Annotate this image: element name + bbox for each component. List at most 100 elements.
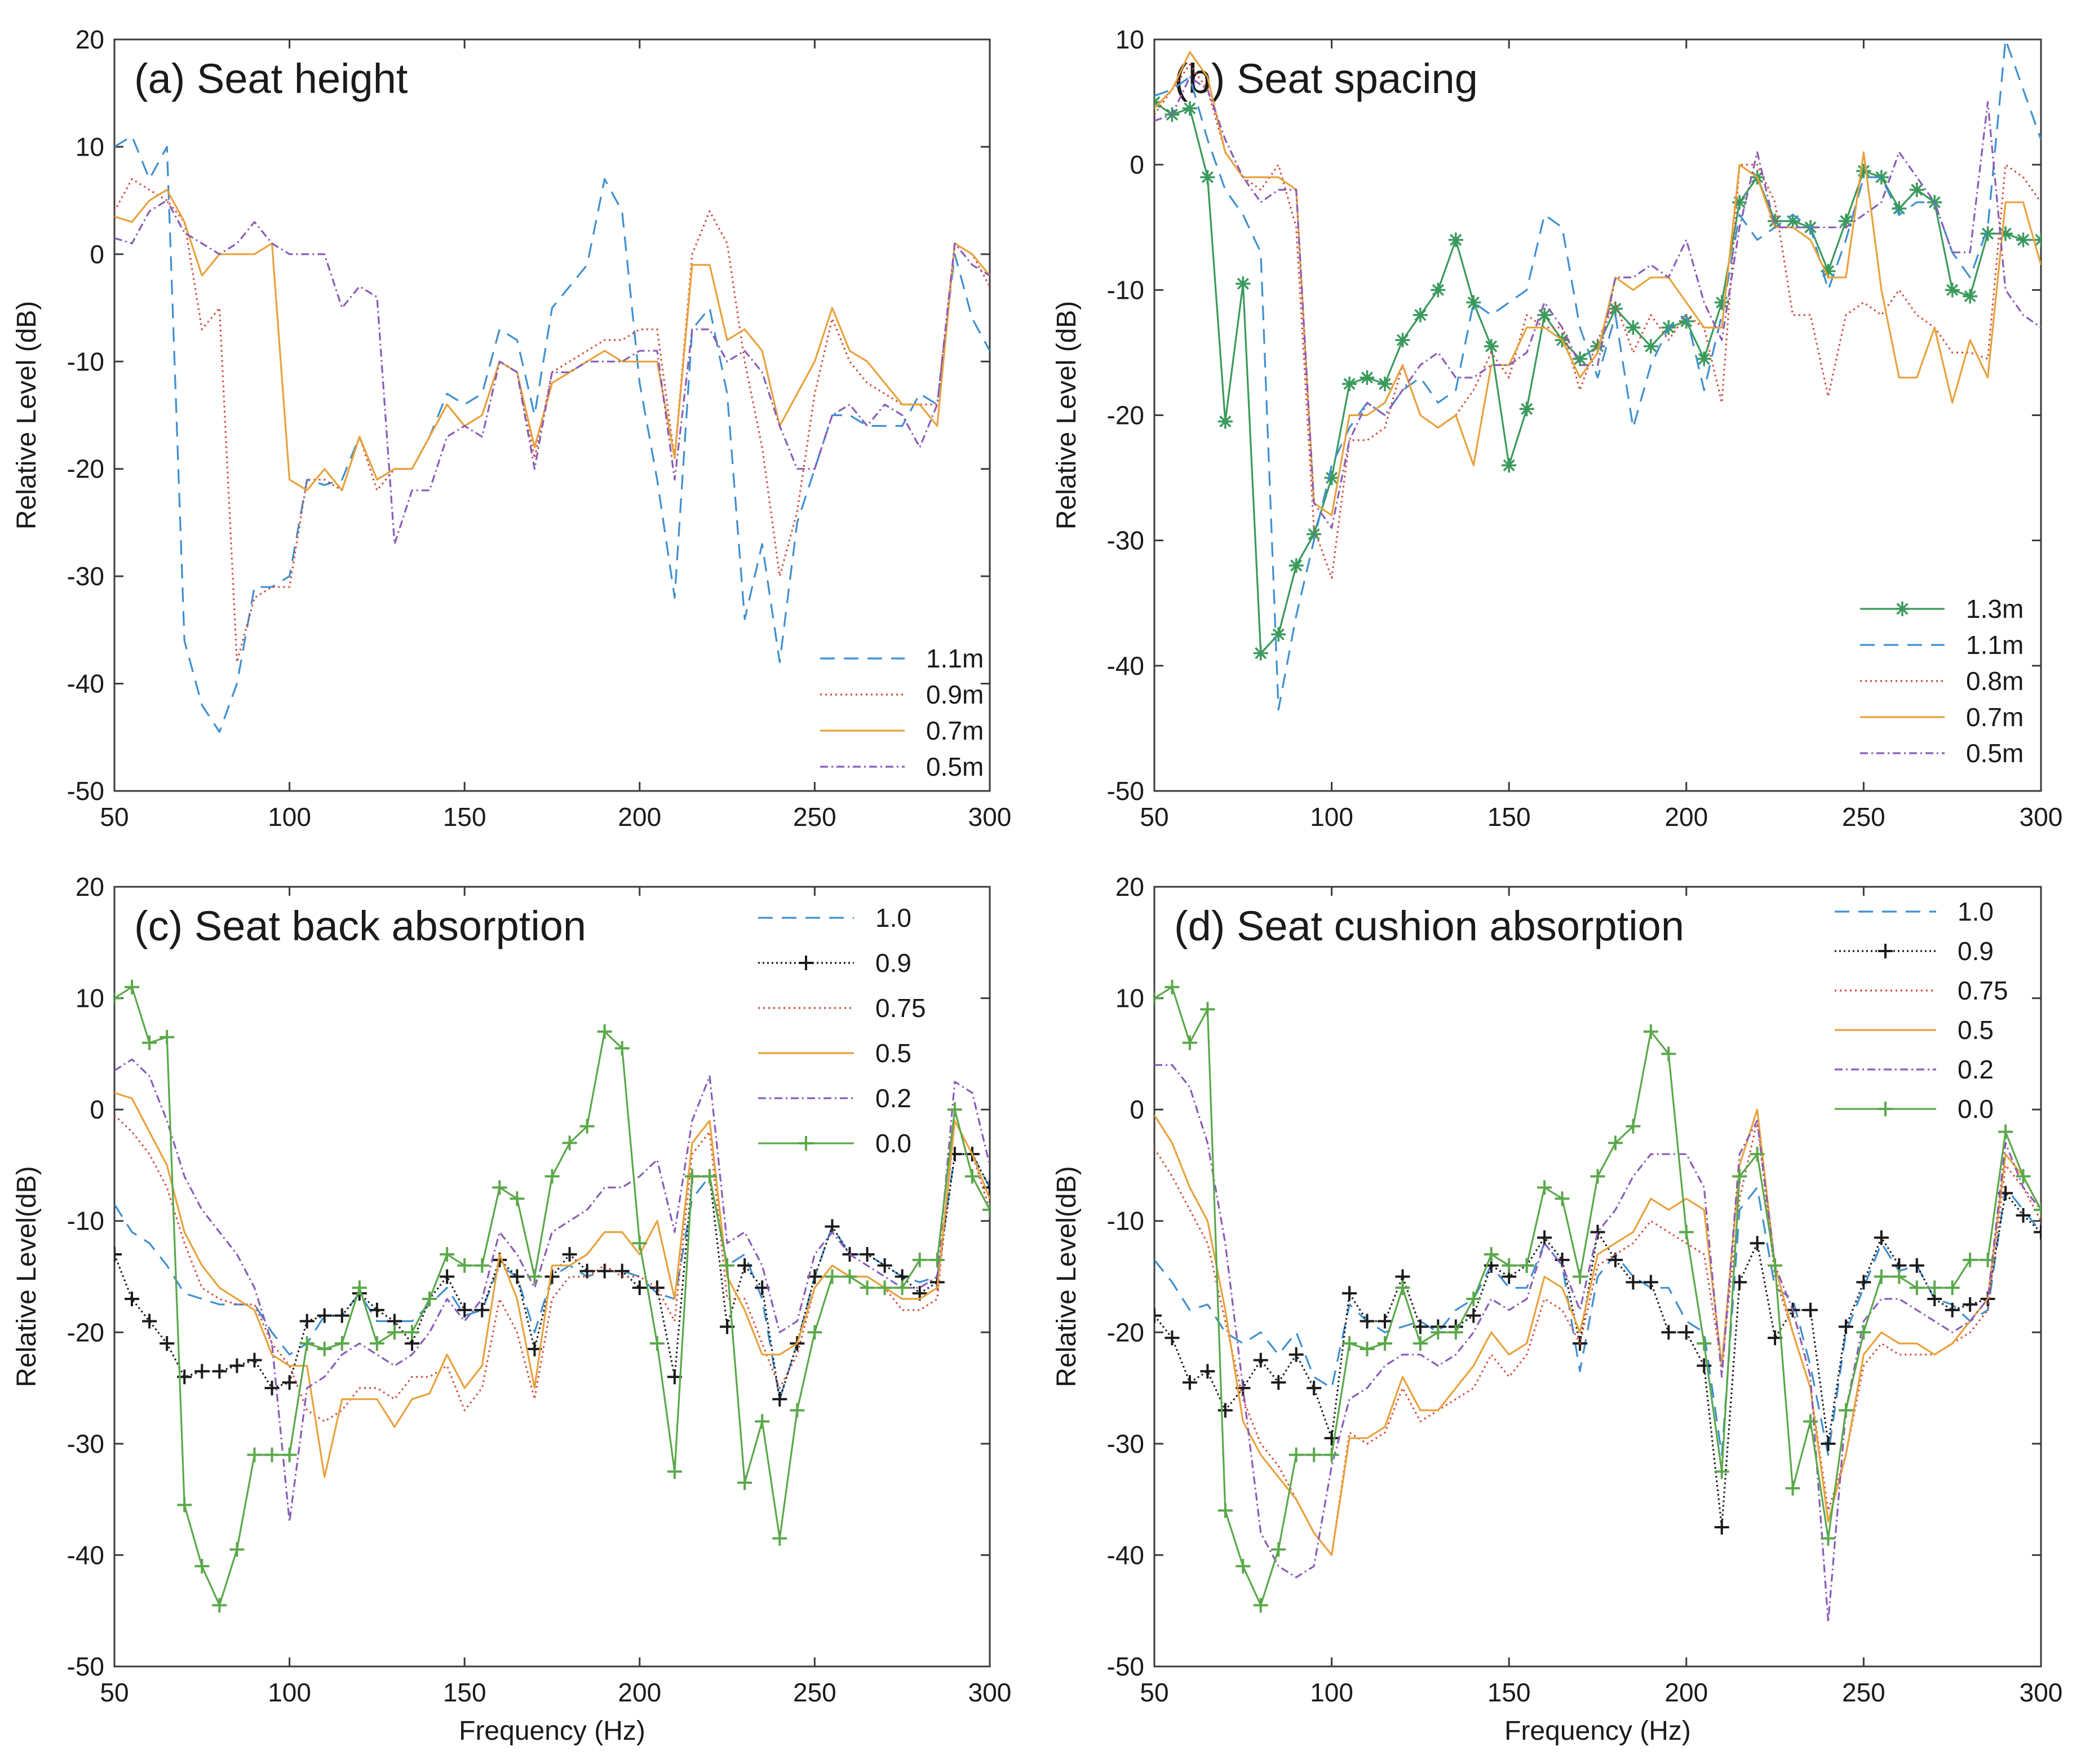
data-point xyxy=(1431,282,1446,298)
data-point xyxy=(1360,1341,1375,1356)
data-point xyxy=(1271,1542,1286,1557)
data-point xyxy=(1626,320,1641,335)
data-point xyxy=(527,1269,542,1284)
data-point xyxy=(475,1258,490,1273)
data-point xyxy=(160,1336,175,1351)
y-tick-label: -50 xyxy=(67,1652,104,1681)
data-point xyxy=(1289,1347,1304,1362)
panel-a-seat-height: 50 100 150 200 250 30020100-10-20-30-40-50Rel… xyxy=(12,25,1011,832)
data-point xyxy=(1785,214,1800,229)
series-0-5m xyxy=(114,200,990,545)
series-0-9 xyxy=(114,1147,990,1407)
legend-label: 0.5m xyxy=(1966,739,2024,768)
data-point xyxy=(614,1263,630,1279)
data-point xyxy=(1980,1252,1995,1267)
data-point xyxy=(2016,1208,2031,1223)
data-point xyxy=(1892,1269,1907,1284)
series-line xyxy=(1154,1192,2041,1528)
legend-label: 1.0 xyxy=(1958,897,1994,926)
data-point xyxy=(387,1325,402,1340)
y-tick-label: 20 xyxy=(76,25,104,54)
data-point xyxy=(667,1464,682,1479)
data-point xyxy=(160,1029,175,1045)
data-point xyxy=(1200,170,1215,185)
data-point xyxy=(562,1135,577,1151)
data-point xyxy=(1963,289,1978,304)
data-point xyxy=(929,1252,945,1267)
data-point xyxy=(405,1325,420,1340)
data-point xyxy=(1466,295,1481,310)
x-axis-label: Frequency (Hz) xyxy=(459,1716,645,1746)
y-tick-label: -20 xyxy=(67,1318,104,1347)
data-point xyxy=(1750,1236,1765,1251)
data-point xyxy=(1342,376,1357,391)
data-point xyxy=(1182,1375,1197,1390)
data-point xyxy=(964,1169,980,1184)
data-point xyxy=(125,1292,140,1307)
legend: 1.3m 1.1m 0.8m 0.7m 0.5m xyxy=(1860,594,2024,768)
data-point xyxy=(1413,1336,1428,1351)
data-point xyxy=(1732,194,1747,210)
series-line xyxy=(114,1153,990,1400)
y-tick-label: -50 xyxy=(67,776,104,806)
data-point xyxy=(2016,1169,2031,1184)
data-point xyxy=(299,1314,315,1329)
data-point xyxy=(1963,1297,1978,1312)
data-point xyxy=(807,1269,822,1284)
data-point xyxy=(1874,170,1889,185)
legend-marker xyxy=(1895,602,1910,616)
data-point xyxy=(649,1336,665,1351)
legend-label: 0.0 xyxy=(1958,1094,1994,1124)
legend-label: 0.7m xyxy=(1966,702,2024,732)
data-point xyxy=(1271,1375,1286,1390)
data-point xyxy=(1200,1002,1215,1017)
data-point xyxy=(2034,1224,2041,1240)
series-1-1m xyxy=(1154,39,2041,711)
x-tick-label: 200 xyxy=(618,802,661,832)
data-point xyxy=(1697,1358,1712,1373)
data-point xyxy=(614,1041,630,1056)
y-tick-label: -10 xyxy=(67,1206,104,1236)
legend-label: 1.1m xyxy=(1966,630,2024,660)
data-point xyxy=(510,1191,525,1206)
data-point xyxy=(1998,226,2013,241)
data-point xyxy=(1236,1559,1251,1574)
chart-title: (a) Seat height xyxy=(134,55,408,102)
y-tick-label: -40 xyxy=(67,669,104,698)
data-point xyxy=(1519,1258,1534,1273)
data-point xyxy=(1271,627,1286,642)
data-point xyxy=(1253,1352,1268,1368)
legend: 1.0 0.9 0.75 0.5 0.2 0.0 xyxy=(1835,897,2008,1124)
data-point xyxy=(1360,370,1375,385)
data-point xyxy=(282,1375,297,1390)
y-tick-label: -30 xyxy=(67,562,104,591)
data-point xyxy=(1395,333,1410,348)
data-point xyxy=(632,1236,647,1251)
data-point xyxy=(579,1263,595,1279)
data-point xyxy=(1537,1180,1552,1195)
y-axis-label: Relative Level (dB) xyxy=(12,301,42,530)
data-point xyxy=(114,1246,122,1262)
data-point xyxy=(1892,201,1907,216)
y-tick-label: 10 xyxy=(76,132,104,161)
data-point xyxy=(1998,1124,2013,1139)
data-point xyxy=(1856,163,1871,179)
y-tick-label: -20 xyxy=(1107,401,1144,430)
data-point xyxy=(1165,1330,1180,1346)
data-point xyxy=(1927,1280,1942,1296)
y-tick-label: -50 xyxy=(1107,1652,1144,1681)
data-point xyxy=(1165,979,1180,994)
data-point xyxy=(334,1336,349,1351)
data-point xyxy=(597,1024,612,1039)
series-0-9 xyxy=(1154,1186,2041,1535)
data-point xyxy=(1626,1275,1641,1290)
data-point xyxy=(1377,376,1392,391)
data-point xyxy=(1484,1246,1499,1262)
data-point xyxy=(1448,232,1463,247)
series-0-5m xyxy=(1154,76,2041,529)
x-tick-label: 300 xyxy=(2020,802,2063,832)
data-point xyxy=(1502,458,1517,473)
data-point xyxy=(1608,301,1623,316)
data-point xyxy=(1519,401,1534,417)
